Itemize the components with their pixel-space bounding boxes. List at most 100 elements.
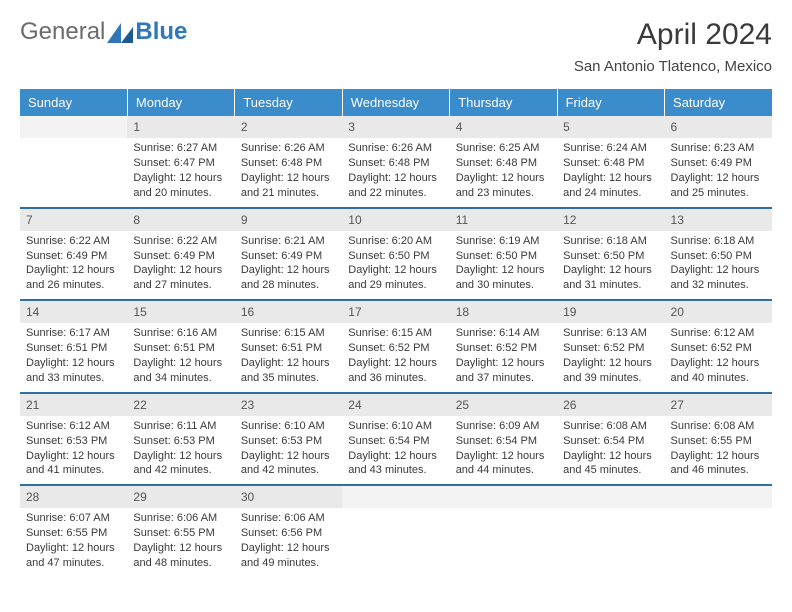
calendar-week-row: 21Sunrise: 6:12 AMSunset: 6:53 PMDayligh… [20,393,772,486]
calendar-day-cell: 29Sunrise: 6:06 AMSunset: 6:55 PMDayligh… [127,485,234,577]
daylight-text: Daylight: 12 hours and 21 minutes. [241,171,336,201]
sunset-text: Sunset: 6:51 PM [133,341,228,356]
sunrise-text: Sunrise: 6:14 AM [456,326,551,341]
day-body: Sunrise: 6:15 AMSunset: 6:51 PMDaylight:… [235,323,342,391]
sunset-text: Sunset: 6:53 PM [241,434,336,449]
daylight-text: Daylight: 12 hours and 26 minutes. [26,263,121,293]
day-body: Sunrise: 6:21 AMSunset: 6:49 PMDaylight:… [235,231,342,299]
daylight-text: Daylight: 12 hours and 31 minutes. [563,263,658,293]
day-number: 4 [450,116,557,138]
sunrise-text: Sunrise: 6:17 AM [26,326,121,341]
calendar-day-cell: 8Sunrise: 6:22 AMSunset: 6:49 PMDaylight… [127,208,234,301]
sunrise-text: Sunrise: 6:24 AM [563,141,658,156]
calendar-day-cell [665,485,772,577]
sunrise-text: Sunrise: 6:13 AM [563,326,658,341]
sunrise-text: Sunrise: 6:22 AM [133,234,228,249]
day-body: Sunrise: 6:08 AMSunset: 6:55 PMDaylight:… [665,416,772,484]
day-number: 1 [127,116,234,138]
day-number [342,486,449,508]
calendar-day-cell: 15Sunrise: 6:16 AMSunset: 6:51 PMDayligh… [127,300,234,393]
sunrise-text: Sunrise: 6:27 AM [133,141,228,156]
sunrise-text: Sunrise: 6:06 AM [241,511,336,526]
day-number: 10 [342,209,449,231]
sunrise-text: Sunrise: 6:19 AM [456,234,551,249]
page: General Blue April 2024 San Antonio Tlat… [0,0,792,612]
sunset-text: Sunset: 6:52 PM [563,341,658,356]
calendar-day-cell [342,485,449,577]
day-body: Sunrise: 6:27 AMSunset: 6:47 PMDaylight:… [127,138,234,206]
day-body: Sunrise: 6:10 AMSunset: 6:53 PMDaylight:… [235,416,342,484]
daylight-text: Daylight: 12 hours and 22 minutes. [348,171,443,201]
sunrise-text: Sunrise: 6:16 AM [133,326,228,341]
day-body: Sunrise: 6:16 AMSunset: 6:51 PMDaylight:… [127,323,234,391]
sunrise-text: Sunrise: 6:26 AM [348,141,443,156]
day-body: Sunrise: 6:08 AMSunset: 6:54 PMDaylight:… [557,416,664,484]
day-number: 23 [235,394,342,416]
calendar-day-cell: 3Sunrise: 6:26 AMSunset: 6:48 PMDaylight… [342,116,449,208]
calendar-day-cell [20,116,127,208]
sunset-text: Sunset: 6:48 PM [348,156,443,171]
weekday-header: Wednesday [342,89,449,116]
sunset-text: Sunset: 6:49 PM [241,249,336,264]
day-body: Sunrise: 6:14 AMSunset: 6:52 PMDaylight:… [450,323,557,391]
day-number: 16 [235,301,342,323]
day-body: Sunrise: 6:23 AMSunset: 6:49 PMDaylight:… [665,138,772,206]
brand-blue: Blue [135,18,187,46]
daylight-text: Daylight: 12 hours and 43 minutes. [348,449,443,479]
day-number: 15 [127,301,234,323]
sunset-text: Sunset: 6:52 PM [348,341,443,356]
day-number: 25 [450,394,557,416]
sunset-text: Sunset: 6:54 PM [348,434,443,449]
sunrise-text: Sunrise: 6:15 AM [348,326,443,341]
calendar-week-row: 28Sunrise: 6:07 AMSunset: 6:55 PMDayligh… [20,485,772,577]
calendar-day-cell [450,485,557,577]
sunset-text: Sunset: 6:50 PM [563,249,658,264]
calendar-day-cell: 5Sunrise: 6:24 AMSunset: 6:48 PMDaylight… [557,116,664,208]
sunset-text: Sunset: 6:49 PM [671,156,766,171]
calendar-day-cell: 9Sunrise: 6:21 AMSunset: 6:49 PMDaylight… [235,208,342,301]
daylight-text: Daylight: 12 hours and 20 minutes. [133,171,228,201]
sunset-text: Sunset: 6:48 PM [456,156,551,171]
sunset-text: Sunset: 6:53 PM [26,434,121,449]
daylight-text: Daylight: 12 hours and 28 minutes. [241,263,336,293]
day-body: Sunrise: 6:19 AMSunset: 6:50 PMDaylight:… [450,231,557,299]
weekday-header: Sunday [20,89,127,116]
calendar-day-cell: 27Sunrise: 6:08 AMSunset: 6:55 PMDayligh… [665,393,772,486]
daylight-text: Daylight: 12 hours and 46 minutes. [671,449,766,479]
sunset-text: Sunset: 6:48 PM [241,156,336,171]
sunset-text: Sunset: 6:48 PM [563,156,658,171]
page-subtitle: San Antonio Tlatenco, Mexico [574,58,772,75]
sunset-text: Sunset: 6:50 PM [456,249,551,264]
day-body: Sunrise: 6:09 AMSunset: 6:54 PMDaylight:… [450,416,557,484]
day-number: 19 [557,301,664,323]
day-number: 24 [342,394,449,416]
sunrise-text: Sunrise: 6:15 AM [241,326,336,341]
sunset-text: Sunset: 6:56 PM [241,526,336,541]
day-number: 22 [127,394,234,416]
day-number [450,486,557,508]
daylight-text: Daylight: 12 hours and 34 minutes. [133,356,228,386]
calendar-day-cell: 18Sunrise: 6:14 AMSunset: 6:52 PMDayligh… [450,300,557,393]
sunset-text: Sunset: 6:51 PM [26,341,121,356]
day-body: Sunrise: 6:11 AMSunset: 6:53 PMDaylight:… [127,416,234,484]
daylight-text: Daylight: 12 hours and 23 minutes. [456,171,551,201]
daylight-text: Daylight: 12 hours and 24 minutes. [563,171,658,201]
sunrise-text: Sunrise: 6:12 AM [26,419,121,434]
sunrise-text: Sunrise: 6:06 AM [133,511,228,526]
calendar-day-cell: 2Sunrise: 6:26 AMSunset: 6:48 PMDaylight… [235,116,342,208]
day-number: 29 [127,486,234,508]
daylight-text: Daylight: 12 hours and 42 minutes. [241,449,336,479]
weekday-header: Tuesday [235,89,342,116]
day-body: Sunrise: 6:26 AMSunset: 6:48 PMDaylight:… [235,138,342,206]
sunset-text: Sunset: 6:49 PM [133,249,228,264]
sunset-text: Sunset: 6:51 PM [241,341,336,356]
daylight-text: Daylight: 12 hours and 39 minutes. [563,356,658,386]
calendar-day-cell: 28Sunrise: 6:07 AMSunset: 6:55 PMDayligh… [20,485,127,577]
daylight-text: Daylight: 12 hours and 29 minutes. [348,263,443,293]
weekday-header: Thursday [450,89,557,116]
calendar-day-cell: 7Sunrise: 6:22 AMSunset: 6:49 PMDaylight… [20,208,127,301]
sunset-text: Sunset: 6:54 PM [563,434,658,449]
calendar-week-row: 1Sunrise: 6:27 AMSunset: 6:47 PMDaylight… [20,116,772,208]
calendar-day-cell: 16Sunrise: 6:15 AMSunset: 6:51 PMDayligh… [235,300,342,393]
day-number: 9 [235,209,342,231]
